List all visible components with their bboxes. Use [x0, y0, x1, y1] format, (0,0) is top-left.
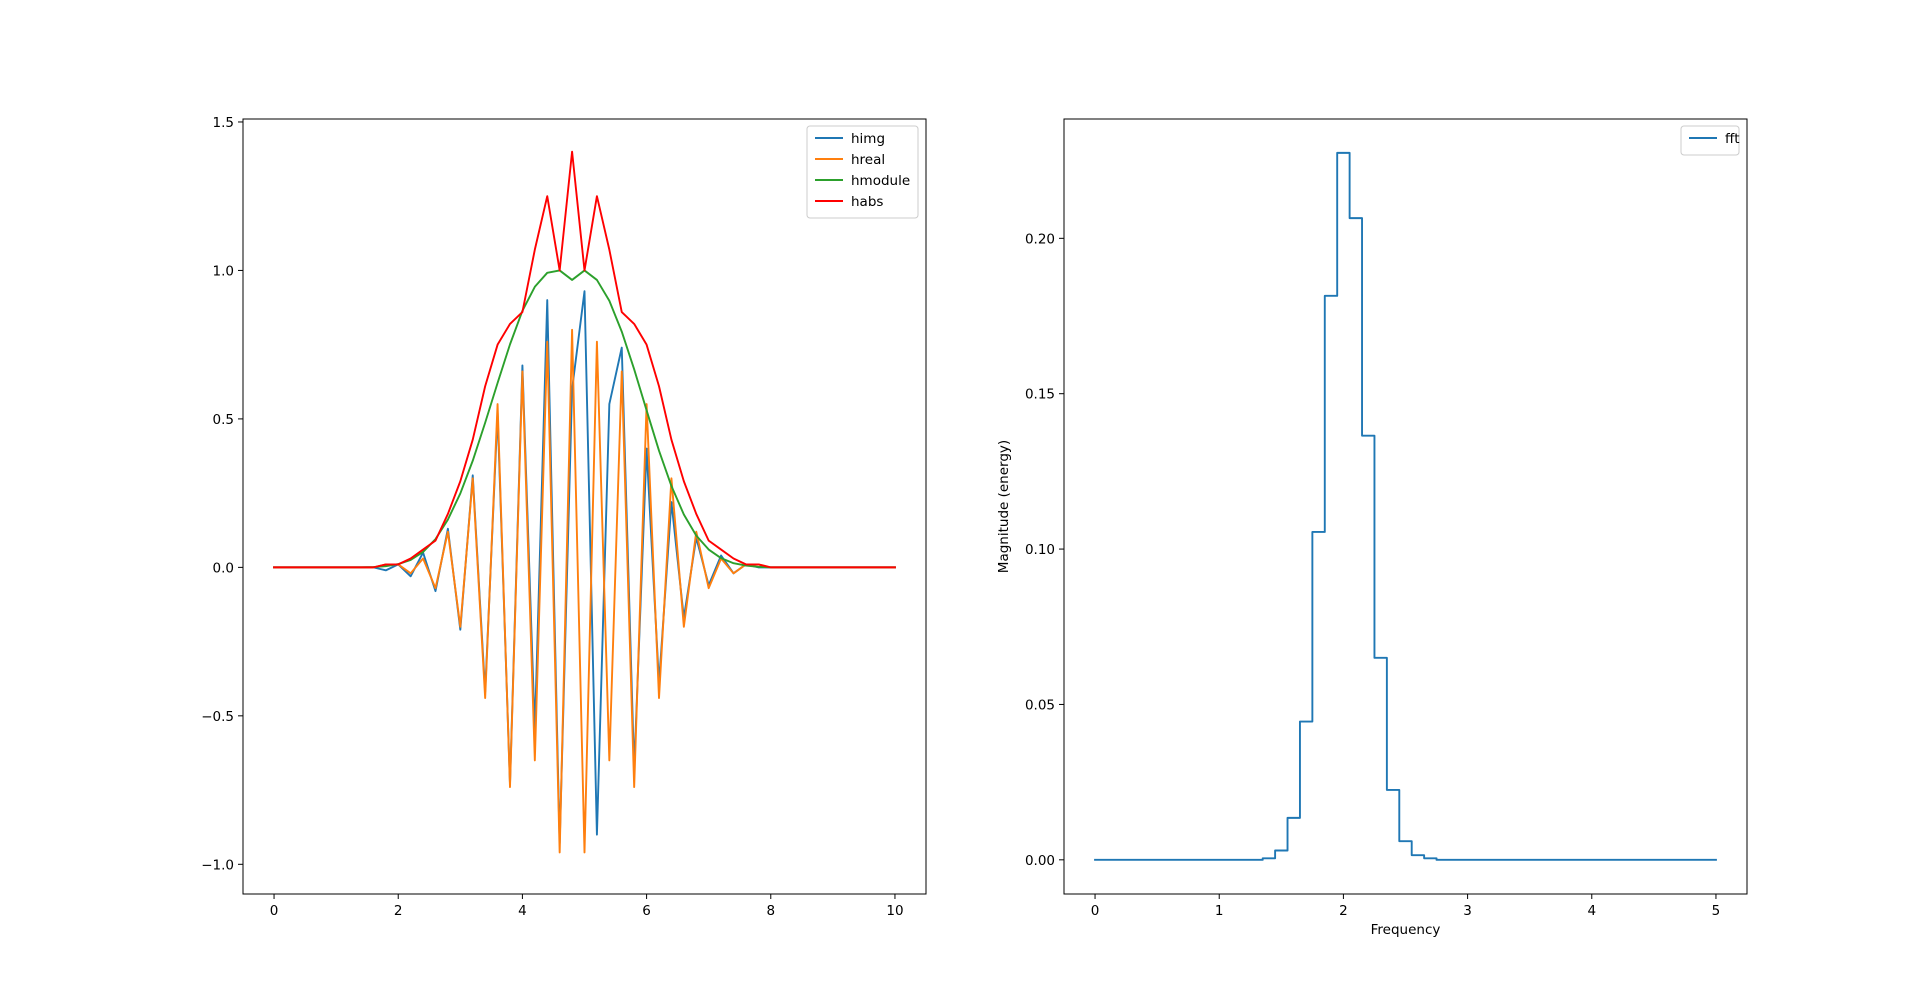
x-tick-label: 6 [642, 903, 651, 919]
legend-label-himg: himg [851, 131, 885, 147]
left-line-chart: 0 2 4 6 8 10 −1.0 −0.5 0.0 0.5 1.0 1.5 himg hreal hmod… [201, 115, 927, 919]
y-tick-label: 0.0 [213, 560, 234, 576]
legend-label-habs: habs [851, 194, 883, 210]
x-tick-label: 8 [766, 903, 775, 919]
axes-frame [242, 118, 927, 895]
x-tick-label: 5 [1712, 903, 1721, 919]
y-tick-label: 0.10 [1025, 542, 1055, 558]
y-tick-label: 0.20 [1025, 231, 1055, 247]
y-tick-label: 0.00 [1025, 853, 1055, 869]
series-line-habs [273, 150, 896, 569]
y-tick-label: −1.0 [201, 857, 234, 873]
y-tick-label: −0.5 [201, 709, 234, 725]
y-axis-label: Magnitude (energy) [996, 440, 1012, 573]
x-tick-label: 1 [1215, 903, 1224, 919]
y-tick-label: 0.05 [1025, 697, 1055, 713]
y-tick-label: 0.15 [1025, 387, 1055, 403]
x-tick-label: 4 [1587, 903, 1596, 919]
series-line-fft [1094, 151, 1717, 861]
x-axis-label: Frequency [1371, 922, 1441, 938]
x-tick-label: 2 [394, 903, 403, 919]
legend-label-hreal: hreal [851, 152, 885, 168]
x-tick-label: 0 [1091, 903, 1100, 919]
right-fft-chart: 0 1 2 3 4 5 0.00 0.05 0.10 0.15 0.20 Frequency Magni… [996, 118, 1748, 938]
y-tick-label: 1.5 [213, 115, 234, 131]
legend-box [806, 125, 919, 219]
x-tick-label: 2 [1339, 903, 1348, 919]
legend-label-hmodule: hmodule [851, 173, 910, 189]
axes-frame [1063, 118, 1748, 895]
x-tick-label: 10 [886, 903, 903, 919]
legend-label-fft: fft [1725, 131, 1740, 147]
y-tick-label: 0.5 [213, 412, 234, 428]
y-tick-label: 1.0 [213, 263, 234, 279]
x-tick-label: 4 [518, 903, 527, 919]
x-tick-label: 3 [1463, 903, 1472, 919]
legend-box [1680, 125, 1740, 156]
x-tick-label: 0 [270, 903, 279, 919]
